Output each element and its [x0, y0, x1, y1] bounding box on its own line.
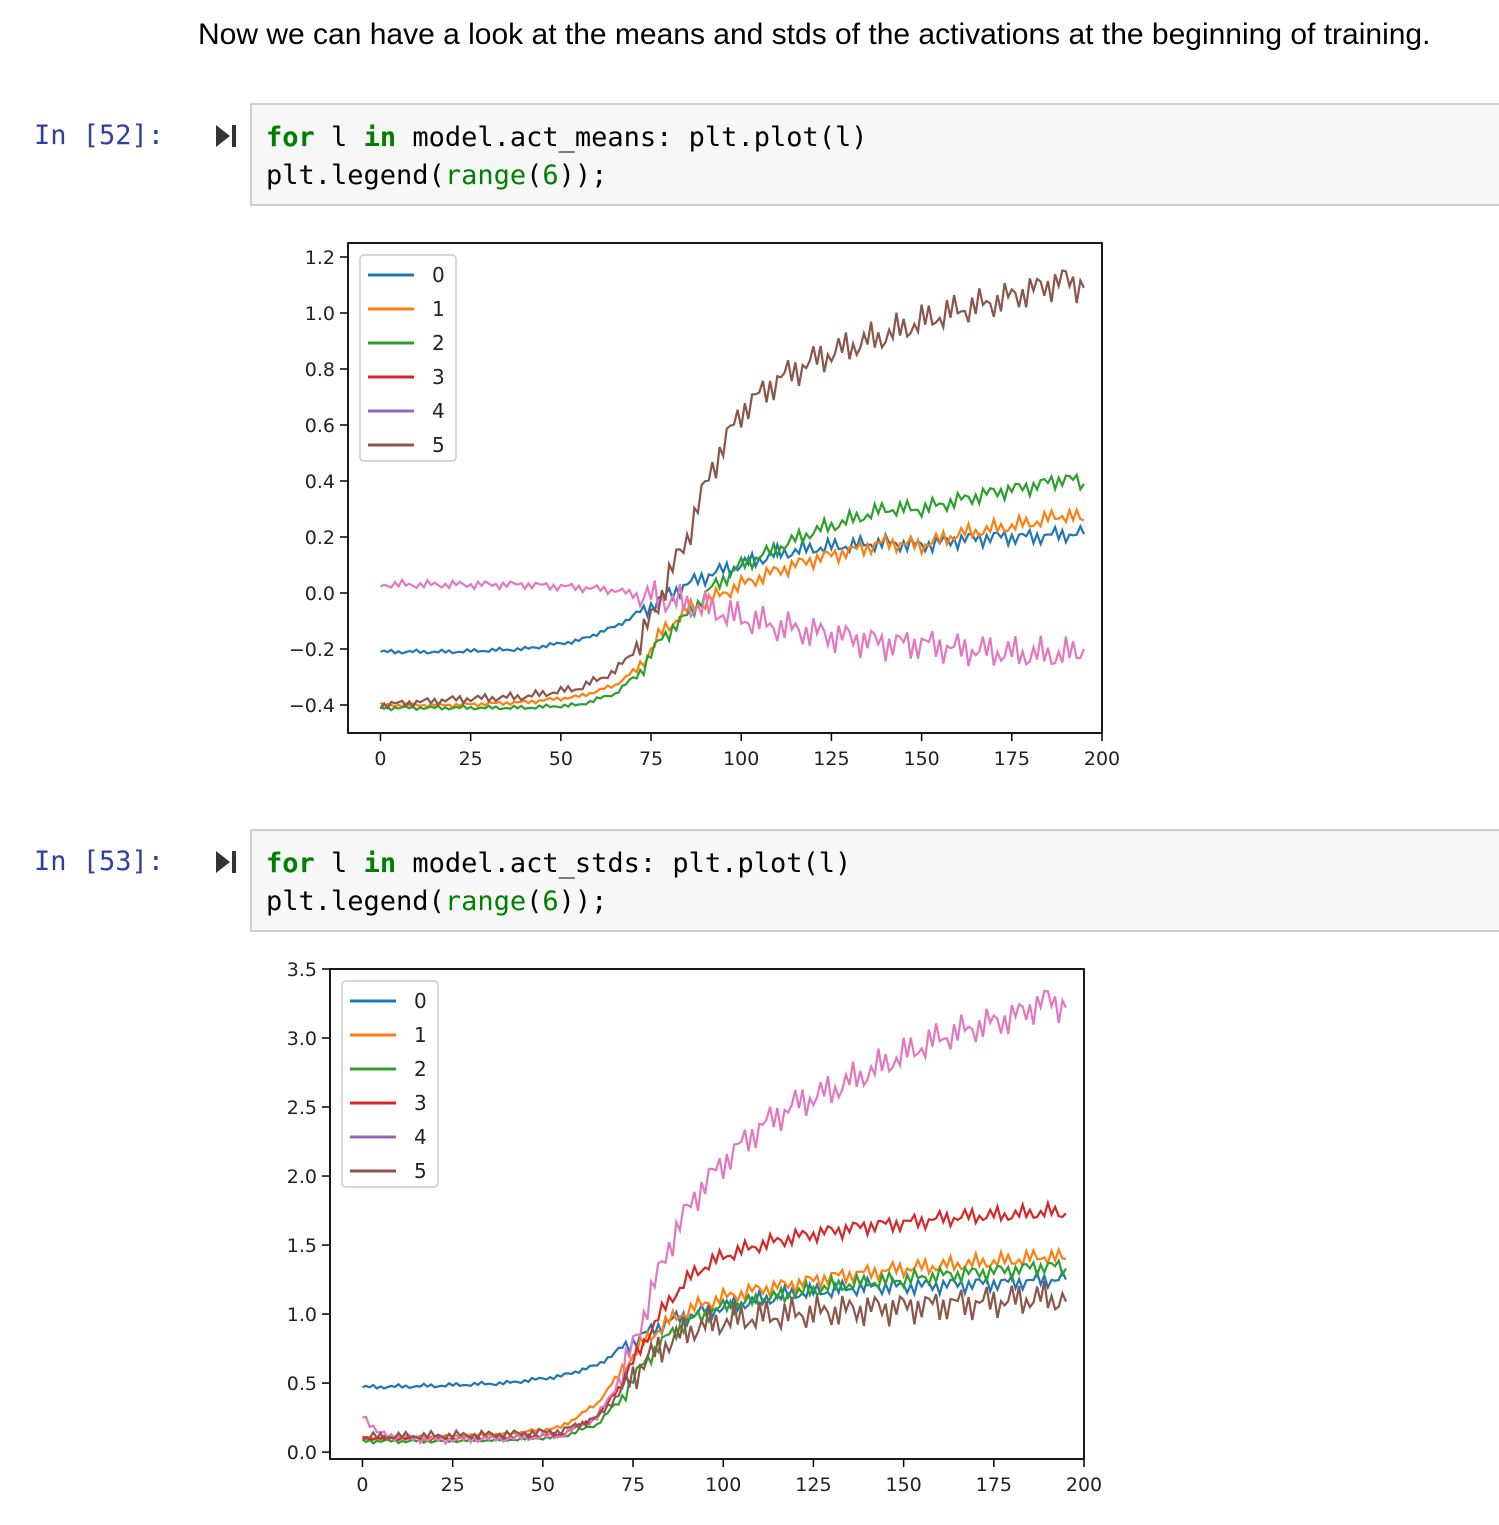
x-tick-label: 175 — [976, 1474, 1012, 1496]
legend-label: 2 — [432, 331, 445, 355]
legend-label: 5 — [414, 1159, 427, 1183]
means-chart-svg: 0 25 50 75 100 125 150 175 200−0.4−0.20.00.20.40… — [289, 242, 1120, 770]
cell-prompt-53: In [53]: — [34, 846, 165, 877]
legend-label: 0 — [432, 263, 445, 287]
y-tick-label: 3.0 — [287, 1028, 317, 1050]
plot-frame — [329, 968, 1085, 1460]
y-tick-label: 1.0 — [305, 303, 335, 325]
code-text: )); — [558, 886, 608, 917]
output-chart-means: 0 25 50 75 100 125 150 175 200 −0.4 −0.2 0.0 0.2 0.4 0… — [250, 232, 1130, 777]
legend-label: 3 — [414, 1091, 427, 1115]
x-tick-label: 175 — [994, 748, 1030, 770]
keyword-in: in — [363, 848, 397, 879]
number-literal: 6 — [542, 886, 559, 917]
series-line-0 — [362, 1269, 1068, 1390]
code-text: )); — [558, 160, 608, 191]
stds-chart-svg: 0 25 50 75 100 125 150 175 2000.00.51.01.52.02.5… — [287, 959, 1102, 1496]
markdown-text: Now we can have a look at the means and … — [198, 18, 1431, 51]
legend-label: 5 — [432, 433, 445, 457]
legend: 0 1 2 3 4 5 — [359, 254, 457, 462]
series-line-4 — [362, 989, 1067, 1446]
y-tick-label: 0.5 — [287, 1373, 317, 1395]
y-tick-label: 0.0 — [305, 583, 335, 605]
run-cell-icon[interactable] — [212, 848, 240, 876]
legend-label: 1 — [432, 297, 445, 321]
x-tick-label: 75 — [639, 748, 663, 770]
x-tick-label: 75 — [621, 1474, 645, 1496]
code-editor[interactable]: for l in model.act_means: plt.plot(l) pl… — [266, 119, 867, 195]
y-tick-label: −0.2 — [289, 639, 335, 661]
cell-prompt-52: In [52]: — [34, 120, 165, 151]
code-editor[interactable]: for l in model.act_stds: plt.plot(l) plt… — [266, 845, 851, 921]
builtin-range: range — [444, 160, 527, 191]
x-tick-label: 125 — [795, 1474, 831, 1496]
x-tick-label: 150 — [885, 1474, 921, 1496]
series-line-5 — [362, 1280, 1068, 1441]
plot-frame — [347, 242, 1103, 734]
x-tick-label: 200 — [1084, 748, 1120, 770]
code-cell-52[interactable]: for l in model.act_means: plt.plot(l) pl… — [250, 103, 1499, 206]
x-tick-label: 25 — [441, 1474, 465, 1496]
y-tick-label: 0.6 — [305, 415, 335, 437]
code-text: plt.legend( — [266, 886, 445, 917]
code-cell-53[interactable]: for l in model.act_stds: plt.plot(l) plt… — [250, 829, 1499, 932]
number-literal: 6 — [542, 160, 559, 191]
builtin-range: range — [444, 886, 527, 917]
x-tick-label: 0 — [356, 1474, 368, 1496]
series-line-4 — [379, 269, 1085, 711]
y-tick-label: 3.5 — [287, 959, 317, 981]
x-tick-label: 50 — [549, 748, 573, 770]
legend-label: 3 — [432, 365, 445, 389]
y-tick-label: 0.0 — [287, 1442, 317, 1464]
code-var: l — [314, 122, 364, 153]
y-tick-label: 1.2 — [305, 247, 335, 269]
y-tick-label: 0.8 — [305, 359, 335, 381]
keyword-for: for — [266, 122, 315, 153]
x-tick-label: 100 — [705, 1474, 741, 1496]
legend-label: 2 — [414, 1057, 427, 1081]
y-tick-label: 1.0 — [287, 1304, 317, 1326]
run-cell-icon[interactable] — [212, 122, 240, 150]
output-chart-stds: 0 25 50 75 100 125 150 175 200 0.0 0.5 1.0 1.5 2.0 2.5… — [250, 958, 1130, 1503]
y-tick-label: 2.0 — [287, 1166, 317, 1188]
x-tick-label: 100 — [723, 748, 759, 770]
series-line-3 — [380, 577, 1086, 667]
code-text: model.act_stds: plt.plot(l) — [396, 848, 852, 879]
legend-label: 4 — [414, 1125, 427, 1149]
series-line-2 — [379, 472, 1085, 712]
x-tick-label: 150 — [903, 748, 939, 770]
code-var: l — [314, 848, 364, 879]
x-tick-label: 125 — [813, 748, 849, 770]
code-text: model.act_means: plt.plot(l) — [396, 122, 868, 153]
keyword-for: for — [266, 848, 315, 879]
y-tick-label: 2.5 — [287, 1097, 317, 1119]
y-tick-label: −0.4 — [289, 695, 335, 717]
code-text: plt.legend( — [266, 160, 445, 191]
legend-label: 0 — [414, 989, 427, 1013]
y-tick-label: 0.2 — [305, 527, 335, 549]
legend-label: 1 — [414, 1023, 427, 1047]
keyword-in: in — [363, 122, 397, 153]
code-text: ( — [526, 886, 543, 917]
x-tick-label: 0 — [374, 748, 386, 770]
series-line-2 — [361, 1258, 1067, 1445]
legend-label: 4 — [432, 399, 445, 423]
x-tick-label: 200 — [1066, 1474, 1102, 1496]
series-line-1 — [379, 506, 1085, 709]
code-text: ( — [526, 160, 543, 191]
series-line-3 — [362, 1198, 1067, 1442]
y-tick-label: 0.4 — [305, 471, 335, 493]
x-tick-label: 25 — [459, 748, 483, 770]
legend: 0 1 2 3 4 5 — [341, 980, 439, 1188]
y-tick-label: 1.5 — [287, 1235, 317, 1257]
x-tick-label: 50 — [531, 1474, 555, 1496]
